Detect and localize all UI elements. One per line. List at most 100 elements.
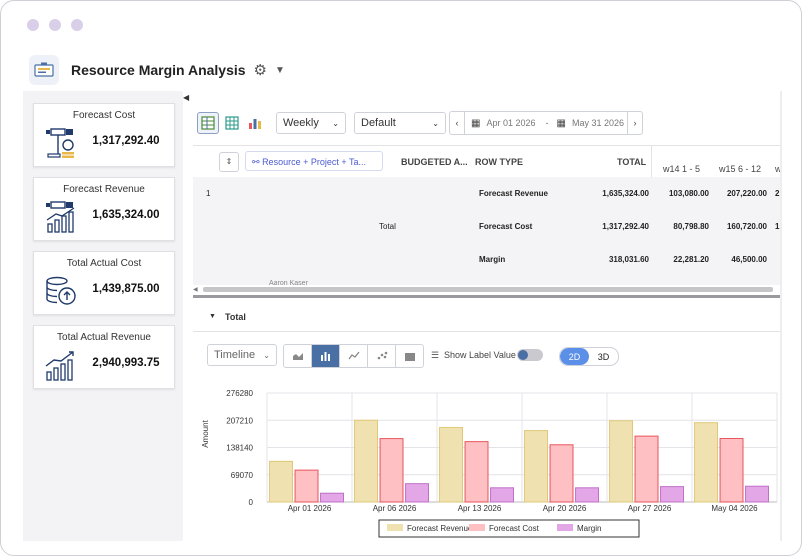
bar-margin[interactable] [320,492,345,503]
bar-forecast-cost[interactable] [549,444,574,503]
column-divider [651,146,652,178]
group-by-label: Resource + Project + Ta... [262,157,366,167]
legend-label[interactable]: Margin [577,524,601,533]
legend-label[interactable]: Forecast Revenue [407,524,473,533]
mode-select[interactable]: Timeline ⌄ [207,344,277,366]
bar-forecast-revenue[interactable] [269,460,294,503]
column-chart-icon [320,352,330,361]
bar-forecast-revenue[interactable] [439,426,464,503]
y-tick-label: 0 [249,498,254,507]
chart-svg: 276280 207210 138140 69070 0 Apr 01 2026 Apr … [201,389,778,538]
period-select-value: Weekly [283,117,319,129]
col-w16[interactable]: w [775,164,781,174]
row-type-cell: Forecast Revenue [479,189,548,198]
prev-range-button[interactable]: ‹ [450,112,465,134]
line-chart-button[interactable] [340,345,368,367]
page-title: Resource Margin Analysis [71,62,246,78]
calendar-icon[interactable]: ▦ [471,117,481,129]
group-icon: ⚯ [252,157,260,167]
forecast-revenue-icon [46,201,75,233]
y-tick-label: 138140 [226,444,253,453]
kpi-card-forecast-revenue: Forecast Revenue 1,635,324.00 [33,177,175,241]
total-cell: 1,635,324.00 [602,189,649,198]
bar-margin[interactable] [405,483,430,503]
bar-margin[interactable] [660,486,684,503]
week-cell: 2 [775,189,780,198]
bar-margin[interactable] [745,485,769,503]
dim-2d-button[interactable]: 2D [560,348,589,365]
forecast-cost-icon [46,128,74,158]
chevron-down-icon[interactable]: ▼ [275,64,285,76]
table-view-button[interactable] [222,113,242,133]
scatter-chart-button[interactable] [368,345,396,367]
window-controls [27,19,83,31]
week-cell: 207,220.00 [726,189,767,198]
kpi-value: 1,635,324.00 [92,209,160,221]
next-range-button[interactable]: › [627,112,642,134]
sort-toggle-button[interactable]: ⇕ [219,152,239,172]
scrollbar-thumb[interactable] [203,287,773,292]
bar-margin[interactable] [575,487,599,503]
col-w14[interactable]: w14 1 - 5 [663,164,701,174]
bar-forecast-cost[interactable] [379,438,404,503]
column-chart-button[interactable] [312,345,340,367]
grid-horizontal-scrollbar[interactable]: ◀ [193,285,781,295]
bar-forecast-revenue[interactable] [524,430,548,503]
toggle-knob [518,350,528,360]
line-chart-icon [347,351,360,360]
grid-body: 1 Total Forecast Revenue 1,635,324.00 10… [193,177,781,287]
kpi-label: Total Actual Cost [66,258,142,269]
grid-toolbar: Weekly ⌄ Default ⌄ [197,109,446,137]
date-from[interactable]: Apr 01 2026 [486,118,536,128]
report-icon [29,55,59,85]
col-row-type[interactable]: ROW TYPE [475,157,524,167]
dim-3d-button[interactable]: 3D [597,351,610,362]
bar-forecast-cost[interactable] [719,437,744,503]
grid-header: ⇕ ⚯ Resource + Project + Ta... BUDGETED … [193,145,781,179]
show-label-toggle[interactable] [517,349,543,361]
date-to[interactable]: May 31 2026 [571,118,624,128]
bar-forecast-revenue[interactable] [354,419,379,503]
bar-forecast-revenue[interactable] [694,422,718,503]
bar-margin[interactable] [490,487,514,503]
chevron-down-icon: ⌄ [332,118,339,128]
actual-cost-icon [46,276,76,305]
scroll-left-icon[interactable]: ◀ [193,287,198,293]
col-w15[interactable]: w15 6 - 12 [719,164,762,174]
area-chart-button[interactable] [284,345,312,367]
calendar-icon[interactable]: ▦ [556,117,566,129]
bar-forecast-cost[interactable] [294,469,319,503]
window-dot-maximize[interactable] [71,19,83,31]
total-cell: 318,031.60 [608,255,649,264]
gear-icon[interactable]: ⚙ [253,62,267,79]
bar-forecast-revenue[interactable] [609,420,633,503]
show-label-text: Show Label Value [444,350,516,360]
grid-view-button[interactable] [197,112,219,134]
chart-view-button[interactable] [245,113,265,133]
bar-chart: 276280 207210 138140 69070 0 Apr 01 2026 Apr … [197,379,781,541]
legend-label[interactable]: Forecast Cost [489,524,540,533]
window-dot-minimize[interactable] [49,19,61,31]
x-tick-label: Apr 20 2026 [543,504,587,513]
legend-swatch [557,524,573,531]
col-total[interactable]: TOTAL [617,157,647,167]
period-select[interactable]: Weekly ⌄ [276,112,346,134]
x-tick-label: Apr 13 2026 [458,504,502,513]
section-header[interactable]: ▼ Total [193,303,781,332]
total-label: Total [379,222,396,231]
group-by-selector[interactable]: ⚯ Resource + Project + Ta... [245,151,383,171]
window-dot-close[interactable] [27,19,39,31]
bar-forecast-cost[interactable] [464,441,489,503]
bar-forecast-cost[interactable] [634,435,659,503]
mode-select-value: Timeline [214,349,256,361]
area-chart-icon [292,353,303,360]
view-select[interactable]: Default ⌄ [354,112,446,134]
splitter[interactable] [193,295,781,298]
legend-swatch [387,524,403,531]
stacked-chart-button[interactable] [396,345,423,367]
collapse-panel-icon[interactable]: ◀ [183,93,190,102]
week-cell: 160,720.00 [726,222,767,231]
week-cell: 46,500.00 [731,255,767,264]
col-budgeted[interactable]: BUDGETED A... [401,157,468,167]
caret-down-icon[interactable]: ▼ [209,313,216,320]
